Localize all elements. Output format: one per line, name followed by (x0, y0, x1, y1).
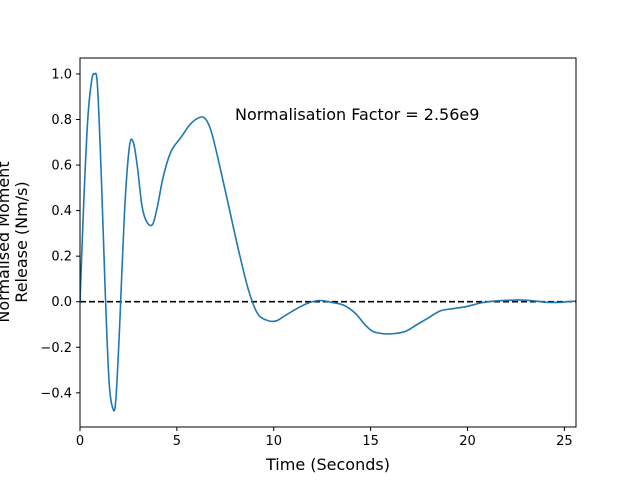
annotation-text: Normalisation Factor = 2.56e9 (235, 105, 479, 124)
x-tick-label: 25 (556, 434, 573, 449)
x-tick-label: 0 (76, 434, 84, 449)
x-tick-label: 20 (459, 434, 476, 449)
y-tick-label: −0.2 (40, 341, 72, 356)
x-tick-label: 10 (265, 434, 282, 449)
x-tick-label: 5 (173, 434, 181, 449)
y-tick-label: 0.0 (51, 295, 72, 310)
y-tick-label: 0.4 (51, 204, 72, 219)
y-tick-label: −0.4 (40, 386, 72, 401)
y-axis-label-line-1: Normalised Moment (0, 161, 13, 322)
plot-frame (79, 57, 577, 428)
x-axis-label: Time (Seconds) (265, 455, 390, 474)
plot-area: 0 5 10 15 20 25 −0.4 −0.2 0.0 0.2 0.4 0.6 0.8 1.0 (40, 57, 577, 449)
y-tick-label: 0.2 (51, 250, 72, 265)
y-tick-label: 0.8 (51, 113, 72, 128)
x-tick-label: 15 (362, 434, 379, 449)
y-tick-label: 1.0 (51, 67, 72, 82)
series-line-0 (80, 72, 576, 412)
y-tick-label: 0.6 (51, 159, 72, 174)
y-axis-label-line-2: Release (Nm/s) (12, 181, 31, 302)
